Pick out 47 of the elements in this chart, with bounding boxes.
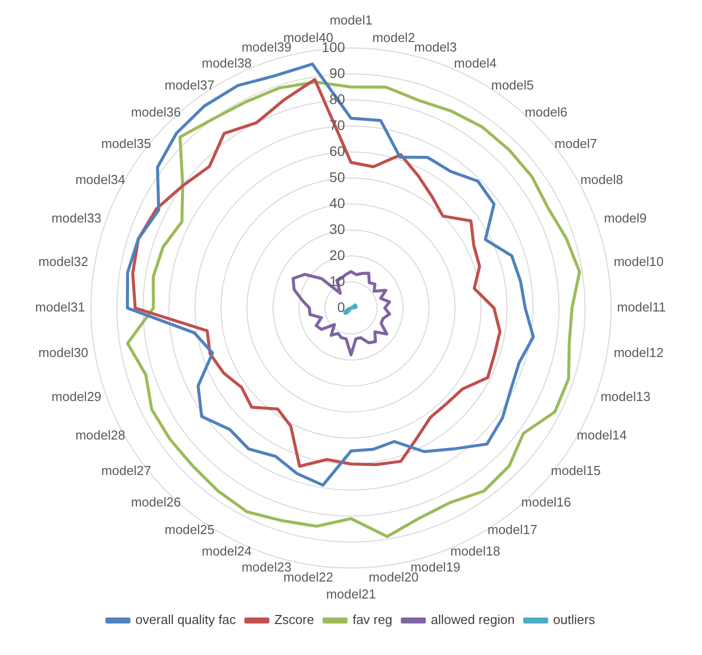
spoke-label: model2 (372, 30, 416, 45)
spoke-label: model18 (450, 544, 500, 559)
spoke-label: model6 (524, 104, 568, 120)
y-tick-label: 30 (329, 220, 346, 237)
spoke-label: model29 (52, 388, 102, 404)
y-tick-label: 50 (329, 168, 346, 185)
spoke-label: model27 (101, 462, 152, 478)
spoke-label: model13 (600, 388, 650, 404)
spoke-label: model7 (554, 136, 598, 152)
spoke-label: model21 (326, 586, 376, 602)
spoke-label: model12 (614, 345, 664, 360)
legend-label: outliers (553, 612, 596, 628)
spoke-label: model30 (38, 345, 88, 360)
spoke-label: model3 (414, 40, 457, 55)
spoke-label: model35 (101, 136, 152, 152)
spoke-label: model28 (75, 427, 126, 442)
y-tick-label: 0 (337, 298, 346, 315)
spoke-label: model5 (491, 77, 534, 92)
spoke-label: model31 (35, 300, 86, 315)
y-tick-label: 40 (329, 194, 346, 211)
spoke-label: model26 (130, 494, 181, 510)
spoke-label: model33 (52, 210, 102, 226)
legend-label: Zscore (274, 612, 314, 628)
spoke-label: model23 (242, 560, 292, 575)
spoke-label: model1 (330, 12, 372, 28)
legend-label: allowed region (430, 612, 515, 628)
spoke-label: model16 (521, 494, 572, 510)
spoke-label: model11 (617, 300, 666, 315)
spoke-label: model34 (75, 172, 126, 187)
spoke-label: model9 (604, 210, 647, 226)
y-tick-label: 60 (329, 142, 346, 159)
spoke-label: model14 (576, 427, 627, 442)
spoke-label: model4 (454, 56, 497, 71)
spoke-label: model25 (164, 522, 214, 537)
spoke-label: model32 (38, 254, 88, 270)
spoke-label: model17 (488, 522, 538, 537)
y-tick-label: 20 (329, 246, 346, 263)
legend-label: fav reg (352, 612, 392, 628)
spoke-label: model8 (580, 172, 624, 187)
legend-label: overall quality fac (135, 612, 236, 628)
spoke-label: model10 (614, 254, 664, 270)
spoke-label: model24 (202, 544, 252, 559)
y-tick-label: 90 (329, 64, 346, 81)
spoke-label: model37 (164, 77, 214, 92)
spoke-label: model15 (550, 462, 601, 478)
spoke-label: model36 (130, 104, 181, 120)
spoke-label: model38 (202, 56, 252, 71)
